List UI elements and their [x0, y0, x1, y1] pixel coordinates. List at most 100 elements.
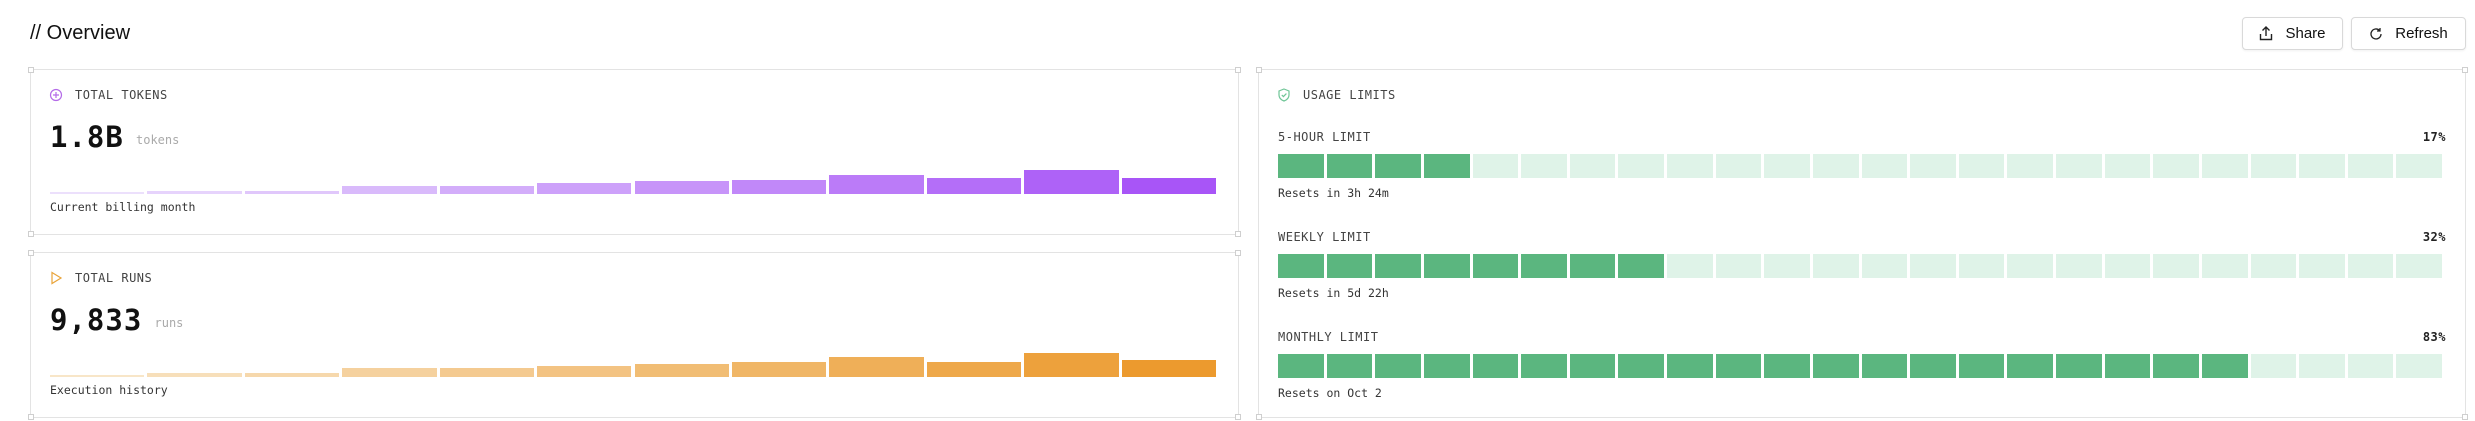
- spark-bar: [147, 190, 242, 194]
- metric-card: TOTAL RUNS 9,833 runs Execution history: [28, 250, 1241, 420]
- card-corner: [1235, 414, 1241, 420]
- meter-segment-filled: [1423, 154, 1470, 178]
- limit-reset: Resets in 5d 22h: [1278, 286, 1389, 300]
- meter-segment-empty: [1667, 254, 1713, 278]
- metric-unit: runs: [154, 316, 184, 330]
- meter-segment-empty: [2396, 154, 2442, 178]
- card-corner: [1256, 414, 1262, 420]
- meter-segment-filled: [1375, 354, 1421, 378]
- meter-segment-empty: [2007, 154, 2053, 178]
- meter-segment-filled: [1618, 254, 1664, 278]
- limit-reset: Resets on Oct 2: [1278, 386, 1382, 400]
- meter-segment-empty: [1958, 254, 2005, 278]
- meter-segment-empty: [1812, 254, 1859, 278]
- meter-segment-empty: [1958, 154, 2005, 178]
- meter-segment-empty: [2104, 254, 2151, 278]
- metric-card: TOTAL TOKENS 1.8B tokens Current billing mo…: [28, 67, 1241, 237]
- spark-bar: [147, 372, 242, 377]
- meter-segment-filled: [2201, 354, 2248, 378]
- metric-value: 9,833: [50, 303, 143, 337]
- spark-bar: [342, 186, 437, 194]
- meter-segment-empty: [2250, 254, 2297, 278]
- meter-segment-filled: [1326, 354, 1373, 378]
- meter-segment-empty: [2250, 354, 2297, 378]
- meter-segment-filled: [1423, 254, 1470, 278]
- meter-segment-filled: [1326, 154, 1373, 178]
- card-corner: [2462, 67, 2468, 73]
- sparkline: [50, 166, 1219, 194]
- spark-bar: [1121, 359, 1216, 377]
- refresh-button[interactable]: Refresh: [2351, 17, 2466, 50]
- meter-segment-filled: [1861, 354, 1908, 378]
- limits-icon: [1277, 88, 1291, 102]
- limit-reset: Resets in 3h 24m: [1278, 186, 1389, 200]
- meter-segment-empty: [2347, 154, 2394, 178]
- meter-segment-filled: [1375, 154, 1421, 178]
- meter-segment-empty: [2299, 154, 2345, 178]
- spark-bar: [1121, 178, 1216, 194]
- card-corner: [1235, 250, 1241, 256]
- meter-segment-filled: [1472, 254, 1519, 278]
- limit-name: WEEKLY LIMIT: [1278, 230, 1371, 244]
- limit-meter: [1278, 154, 2445, 178]
- card-corner: [28, 414, 34, 420]
- spark-bar: [926, 361, 1022, 377]
- spark-bar: [731, 179, 827, 194]
- share-button[interactable]: Share: [2242, 17, 2343, 50]
- meter-segment-empty: [1764, 254, 1810, 278]
- spark-bar: [439, 186, 535, 194]
- meter-segment-empty: [2396, 354, 2442, 378]
- spark-bar: [244, 372, 340, 377]
- meter-segment-filled: [1569, 254, 1616, 278]
- card-corner: [2462, 414, 2468, 420]
- card-caption: Execution history: [50, 383, 168, 397]
- refresh-label: Refresh: [2395, 25, 2448, 42]
- meter-segment-empty: [2396, 254, 2442, 278]
- limit-name: 5-HOUR LIMIT: [1278, 130, 1371, 144]
- meter-segment-filled: [1326, 254, 1373, 278]
- meter-segment-filled: [2007, 354, 2053, 378]
- spark-bar: [829, 174, 924, 194]
- spark-bar: [537, 366, 632, 377]
- card-corner: [28, 250, 34, 256]
- card-corner: [1256, 67, 1262, 73]
- meter-segment-empty: [2104, 154, 2151, 178]
- spark-bar: [537, 182, 632, 194]
- spark-bar: [731, 361, 827, 377]
- meter-segment-empty: [1812, 154, 1859, 178]
- spark-bar: [50, 192, 145, 194]
- meter-segment-empty: [1521, 154, 1567, 178]
- card-icon: [49, 271, 63, 285]
- meter-segment-empty: [1910, 254, 1956, 278]
- meter-segment-empty: [2250, 154, 2297, 178]
- limit-name: MONTHLY LIMIT: [1278, 330, 1379, 344]
- share-icon: [2260, 26, 2273, 41]
- card-corner: [28, 67, 34, 73]
- meter-segment-filled: [1715, 354, 1762, 378]
- meter-segment-empty: [1861, 154, 1908, 178]
- sparkline: [50, 349, 1219, 377]
- meter-segment-filled: [1667, 354, 1713, 378]
- meter-segment-filled: [1764, 354, 1810, 378]
- card-corner: [28, 231, 34, 237]
- meter-segment-empty: [1764, 154, 1810, 178]
- meter-segment-empty: [1910, 154, 1956, 178]
- meter-segment-empty: [1715, 154, 1762, 178]
- card-corner: [1235, 67, 1241, 73]
- meter-segment-filled: [1521, 354, 1567, 378]
- spark-bar: [439, 368, 535, 377]
- limits-title: USAGE LIMITS: [1303, 88, 1396, 102]
- meter-segment-empty: [1861, 254, 1908, 278]
- meter-segment-empty: [2201, 154, 2248, 178]
- meter-segment-empty: [2347, 254, 2394, 278]
- meter-segment-empty: [2056, 154, 2102, 178]
- limit-percent: 83%: [2422, 330, 2446, 344]
- card-title: TOTAL TOKENS: [75, 88, 168, 102]
- meter-segment-filled: [2056, 354, 2102, 378]
- card-icon: [49, 88, 63, 102]
- meter-segment-filled: [1423, 354, 1470, 378]
- meter-segment-empty: [2153, 154, 2199, 178]
- limit-meter: [1278, 254, 2445, 278]
- meter-segment-filled: [1278, 254, 1324, 278]
